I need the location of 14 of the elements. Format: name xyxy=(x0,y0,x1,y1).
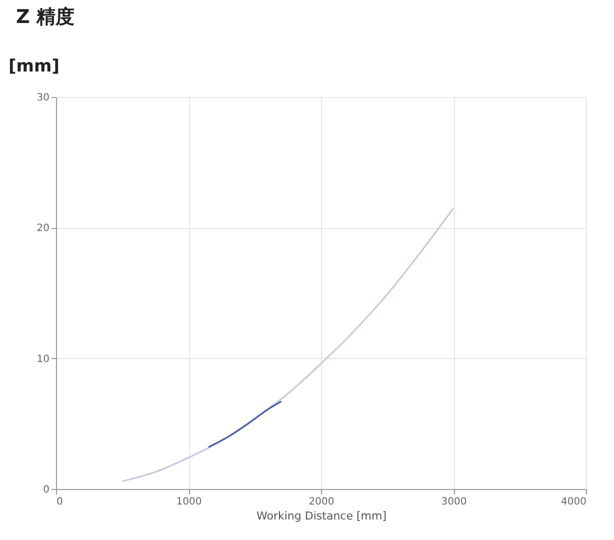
y-tick-label: 0 xyxy=(43,484,50,496)
x-axis-title: Working Distance [mm] xyxy=(256,510,386,522)
chart-title: Z 精度 xyxy=(16,6,74,28)
x-tick-label: 4000 xyxy=(561,496,586,508)
line-series xyxy=(208,400,282,448)
x-tick-label: 1000 xyxy=(176,496,202,508)
y-tick-label: 30 xyxy=(36,92,50,104)
line-series xyxy=(121,207,454,482)
x-tick-label: 2000 xyxy=(308,496,334,508)
y-tick-label: 20 xyxy=(36,223,50,234)
x-tick-label: 3000 xyxy=(441,496,467,508)
x-tick-label: 0 xyxy=(56,496,63,508)
y-axis-title: [mm] xyxy=(8,56,60,76)
y-tick-label: 10 xyxy=(36,354,50,365)
